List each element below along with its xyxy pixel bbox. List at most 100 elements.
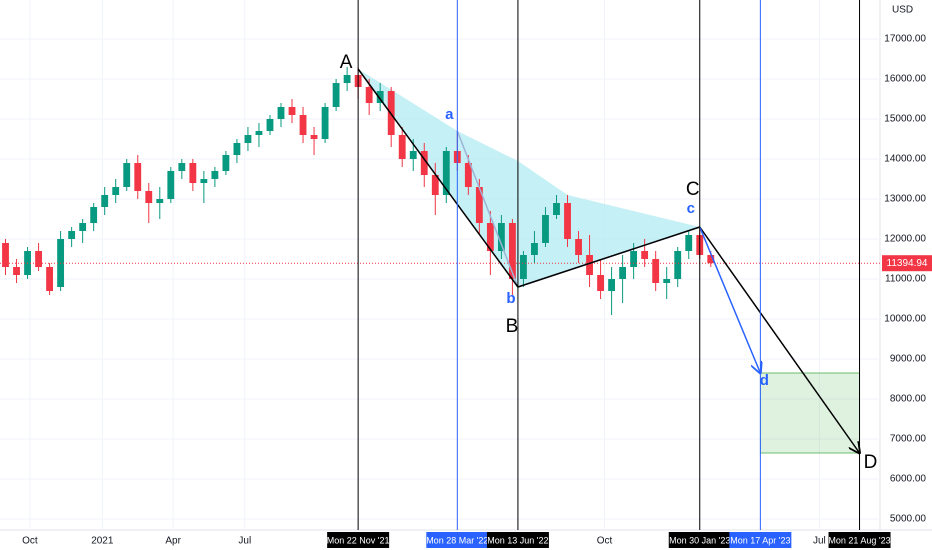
- date-marker-label: Mon 17 Apr '23: [730, 535, 790, 545]
- candle-body: [178, 163, 186, 171]
- candle-body: [134, 163, 142, 191]
- candle-body: [35, 251, 42, 267]
- target-zone: [759, 372, 860, 454]
- x-tick-label: Jul: [813, 536, 826, 547]
- pattern-shading: [358, 69, 700, 287]
- y-tick-label: 15000.00: [884, 114, 926, 125]
- pattern-leg: [456, 130, 519, 288]
- candle-body: [575, 239, 582, 255]
- pattern-point-label: a: [445, 106, 454, 123]
- candle-body: [189, 163, 197, 183]
- candle-body: [321, 107, 329, 139]
- candle-body: [508, 223, 516, 279]
- candle-body: [365, 87, 373, 103]
- y-tick-label: 8000.00: [890, 394, 927, 405]
- candle-body: [211, 171, 219, 179]
- candle-body: [597, 275, 604, 291]
- candle-body: [310, 135, 318, 139]
- candle-body: [167, 171, 175, 199]
- candle-body: [486, 223, 494, 251]
- candle-body: [464, 163, 472, 187]
- date-marker-box: [729, 532, 792, 548]
- date-marker-box: [668, 532, 731, 548]
- y-tick-label: 9000.00: [890, 354, 927, 365]
- candle-body: [79, 223, 87, 231]
- candle-body: [652, 259, 660, 283]
- candle-body: [244, 135, 252, 143]
- last-price-label: 11394.94: [887, 258, 928, 269]
- x-tick-label: Oct: [22, 536, 38, 547]
- candle-body: [431, 175, 439, 195]
- candle-body: [497, 223, 505, 251]
- y-tick-label: 11000.00: [885, 274, 926, 285]
- y-tick-label: 12000.00: [884, 234, 926, 245]
- candle-body: [101, 195, 109, 207]
- y-tick-label: 5000.00: [890, 514, 927, 525]
- date-marker-label: Mon 13 Jun '22: [487, 535, 548, 545]
- candle-body: [288, 107, 296, 115]
- candle-body: [420, 151, 428, 175]
- candle-body: [68, 231, 76, 239]
- date-marker-label: Mon 22 Nov '21: [327, 535, 390, 545]
- pattern-point-label: d: [760, 372, 769, 389]
- last-price-tag: [882, 255, 932, 272]
- candle-body: [266, 119, 274, 131]
- candle-body: [630, 251, 638, 267]
- candle-body: [200, 179, 208, 183]
- candle-body: [542, 215, 549, 243]
- candle-body: [641, 251, 649, 259]
- y-tick-label: 10000.00: [884, 314, 926, 325]
- y-tick-label: 14000.00: [884, 154, 926, 165]
- candle-body: [475, 187, 483, 223]
- x-tick-label: Jul: [238, 536, 251, 547]
- x-tick-label: Apr: [165, 536, 181, 547]
- currency-label: USD: [892, 5, 913, 16]
- x-tick-label: Oct: [597, 536, 613, 547]
- x-tick-label: 2021: [91, 536, 114, 547]
- candle-body: [277, 107, 285, 119]
- candle-body: [685, 235, 693, 251]
- candle-body: [233, 143, 241, 155]
- y-tick-label: 6000.00: [890, 474, 927, 485]
- date-marker-box: [327, 532, 390, 548]
- candle-body: [663, 279, 671, 283]
- y-tick-label: 16000.00: [884, 74, 926, 85]
- candle-body: [222, 155, 230, 171]
- candle-body: [13, 267, 20, 275]
- y-tick-label: 13000.00: [884, 194, 926, 205]
- candle-body: [707, 255, 715, 264]
- pattern-point-label: b: [506, 290, 515, 307]
- candle-body: [608, 279, 616, 291]
- candle-body: [46, 267, 54, 291]
- candle-body: [442, 151, 450, 195]
- pattern-point-label: c: [687, 200, 695, 217]
- candle-body: [520, 255, 527, 279]
- pattern-point-label: A: [340, 52, 353, 73]
- candle-body: [145, 191, 153, 203]
- y-tick-label: 7000.00: [890, 434, 927, 445]
- candle-body: [90, 207, 98, 223]
- candle-body: [156, 199, 164, 203]
- date-marker-label: Mon 30 Jan '23: [669, 535, 730, 545]
- pattern-leg: [517, 226, 700, 288]
- candle-body: [619, 267, 627, 279]
- plot-area: [0, 0, 880, 530]
- date-marker-box: [426, 532, 489, 548]
- candle-body: [343, 75, 351, 83]
- date-marker-label: Mon 21 Aug '23: [828, 535, 890, 545]
- candle-body: [112, 187, 120, 195]
- candle-body: [2, 243, 9, 267]
- date-marker-box: [486, 532, 549, 548]
- pattern-leg: [357, 68, 519, 288]
- pattern-leg: [699, 226, 761, 373]
- y-tick-label: 17000.00: [884, 34, 926, 45]
- candle-body: [553, 203, 560, 215]
- candle-body: [674, 251, 682, 279]
- candle-body: [123, 163, 131, 187]
- candle-body: [531, 243, 538, 255]
- candle-body: [409, 151, 417, 159]
- pattern-leg: [699, 226, 860, 453]
- pattern-point-label: C: [686, 179, 700, 200]
